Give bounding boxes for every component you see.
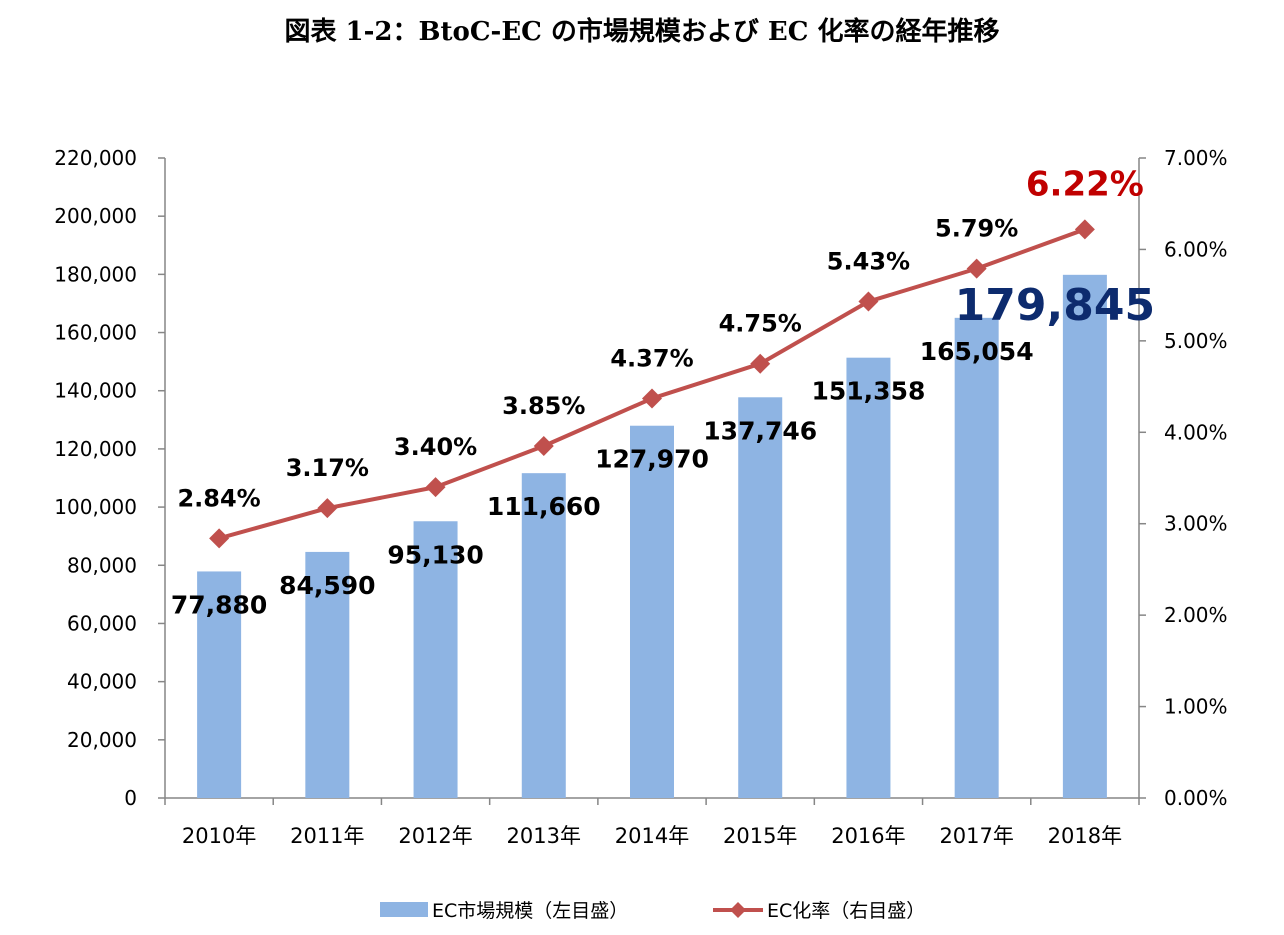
x-tick-label: 2016年 <box>831 824 905 848</box>
bar-value-label-highlight: 179,845 <box>955 280 1155 331</box>
bar <box>630 425 674 798</box>
left-tick-label: 80,000 <box>67 553 137 577</box>
x-tick-label: 2017年 <box>939 824 1013 848</box>
left-tick-label: 40,000 <box>67 670 137 694</box>
line-marker <box>642 388 662 409</box>
bar <box>954 317 999 798</box>
right-tick-label: 3.00% <box>1164 512 1228 536</box>
bar-value-label: 127,970 <box>595 445 709 474</box>
right-tick-label: 1.00% <box>1164 695 1228 719</box>
line-marker <box>209 528 230 549</box>
bar-value-label: 137,746 <box>703 416 817 445</box>
left-tick-label: 120,000 <box>54 437 137 461</box>
bar-value-label: 84,590 <box>279 571 375 600</box>
rate-value-label-highlight: 6.22% <box>1026 164 1144 204</box>
x-tick-label: 2018年 <box>1048 824 1122 848</box>
line-marker <box>533 436 554 456</box>
rate-value-label: 5.79% <box>935 215 1018 243</box>
bar <box>846 357 891 798</box>
rate-value-label: 4.75% <box>719 310 802 338</box>
x-tick-label: 2010年 <box>182 824 256 848</box>
x-tick-label: 2011年 <box>290 824 364 848</box>
bar <box>738 397 783 798</box>
line-series <box>209 219 1095 549</box>
line-marker <box>966 258 987 279</box>
right-tick-label: 4.00% <box>1164 420 1228 444</box>
x-tick-label: 2013年 <box>507 824 581 848</box>
rate-value-label: 3.40% <box>394 433 477 461</box>
rate-value-label: 3.85% <box>502 392 585 420</box>
bar-value-label: 77,880 <box>171 590 267 619</box>
right-tick-label: 0.00% <box>1164 786 1228 810</box>
left-tick-label: 100,000 <box>54 495 137 519</box>
left-tick-label: 60,000 <box>67 611 137 635</box>
bar <box>1062 274 1107 798</box>
left-tick-label: 200,000 <box>54 204 137 228</box>
left-tick-label: 180,000 <box>54 262 137 286</box>
right-tick-label: 7.00% <box>1164 146 1228 170</box>
left-tick-label: 160,000 <box>54 321 137 345</box>
legend-line-label: EC化率（右目盛） <box>767 900 925 922</box>
left-tick-label: 140,000 <box>54 379 137 403</box>
legend-line-marker <box>730 902 746 918</box>
rate-value-label: 4.37% <box>610 344 693 372</box>
bar <box>305 551 350 798</box>
bar-value-label: 111,660 <box>487 492 601 521</box>
legend-bar-label: EC市場規模（左目盛） <box>432 900 628 922</box>
right-tick-label: 2.00% <box>1164 603 1228 627</box>
bar <box>197 571 242 798</box>
x-tick-label: 2012年 <box>398 824 472 848</box>
bar <box>413 521 458 798</box>
rate-value-label: 5.43% <box>827 248 910 276</box>
left-tick-label: 20,000 <box>67 728 137 752</box>
bar <box>521 473 566 798</box>
chart-title: 図表 1-2：BtoC-EC の市場規模および EC 化率の経年推移 <box>284 17 1000 47</box>
bar-value-label: 95,130 <box>387 540 483 569</box>
legend: EC市場規模（左目盛） EC化率（右目盛） <box>380 900 925 922</box>
bar-series <box>197 274 1107 798</box>
line-marker <box>858 291 879 312</box>
right-tick-label: 6.00% <box>1164 237 1228 261</box>
legend-bar-swatch <box>380 902 428 917</box>
rate-value-label: 3.17% <box>286 454 369 482</box>
bar-value-label: 165,054 <box>920 337 1034 366</box>
x-tick-label: 2015年 <box>723 824 797 848</box>
line-marker <box>750 353 771 374</box>
rate-value-label: 2.84% <box>177 484 260 512</box>
left-tick-label: 0 <box>124 786 137 810</box>
line-marker <box>1074 219 1095 240</box>
right-tick-label: 5.00% <box>1164 329 1228 353</box>
x-tick-label: 2014年 <box>615 824 689 848</box>
line-marker <box>317 498 338 519</box>
left-tick-label: 220,000 <box>54 146 137 170</box>
line-marker <box>425 477 446 498</box>
bar-value-label: 151,358 <box>812 377 926 406</box>
